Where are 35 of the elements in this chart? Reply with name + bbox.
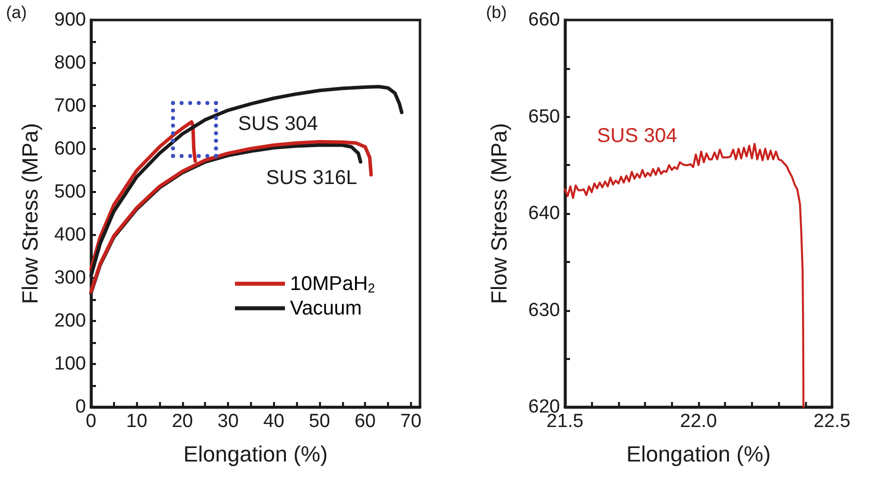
x-tick-label: 60	[354, 411, 376, 432]
y-tick-label: 660	[528, 10, 560, 30]
y-tick-label: 700	[54, 96, 86, 116]
legend-label: 10MPaH2	[290, 272, 376, 296]
y-tick-label: 600	[54, 138, 86, 160]
y-tick-label: 630	[528, 300, 560, 321]
line-series	[564, 142, 804, 408]
y-tick-label: 0	[75, 396, 86, 418]
y-tick-label: 500	[54, 182, 86, 202]
x-axis-title: Elongation (%)	[626, 442, 771, 466]
x-axis-title: Elongation (%)	[183, 442, 328, 466]
y-tick-label: 300	[54, 268, 86, 288]
y-tick-label: 400	[54, 224, 86, 246]
y-axis-title: Flow Stress (MPa)	[486, 123, 512, 304]
y-tick-label: 650	[528, 106, 560, 128]
y-axis-title: Flow Stress (MPa)	[18, 123, 42, 304]
x-tick-label: 40	[263, 411, 284, 432]
x-tick-label: 20	[172, 411, 193, 432]
text: (a)	[6, 3, 27, 22]
y-tick-label: 640	[528, 203, 560, 224]
y-tick-label: 100	[54, 354, 86, 374]
x-tick-label: 70	[400, 411, 422, 432]
series-label: SUS 304	[597, 124, 678, 147]
text: (b)	[486, 3, 507, 22]
y-tick-label: 900	[54, 10, 86, 30]
legend-label: Vacuum	[290, 297, 362, 320]
y-tick-label: 200	[54, 310, 86, 332]
x-tick-label: 50	[308, 411, 330, 432]
x-tick-label: 10	[126, 411, 148, 432]
y-tick-label: 800	[54, 52, 86, 74]
x-tick-label: 22.0	[680, 411, 717, 432]
x-tick-label: 30	[218, 411, 239, 432]
x-tick-label: 22.5	[814, 411, 850, 432]
annotation: SUS 304	[238, 113, 318, 135]
annotation: SUS 316L	[266, 167, 358, 189]
